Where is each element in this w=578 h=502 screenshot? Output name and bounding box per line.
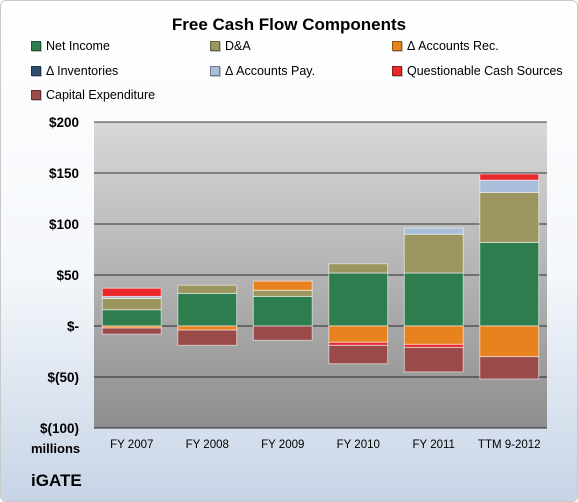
legend-label: Net Income <box>46 39 110 53</box>
legend-label: Δ Accounts Rec. <box>407 39 499 53</box>
bar-d-a-ttm-9-2012 <box>479 191 540 243</box>
y-tick-label: $(50) <box>47 370 79 385</box>
bar-net-income-fy-2011 <box>403 272 464 327</box>
y-tick-label: $(100) <box>40 421 79 436</box>
y-tick-label: $100 <box>49 217 79 232</box>
y-tick-label: $150 <box>49 166 79 181</box>
bar-net-income-fy-2009 <box>252 295 313 327</box>
x-tick-label: FY 2007 <box>110 439 153 451</box>
legend-label: Questionable Cash Sources <box>407 64 563 78</box>
x-tick-label: FY 2008 <box>186 439 229 451</box>
bar-net-income-fy-2010 <box>328 272 389 327</box>
bar-capital-expenditure-fy-2010 <box>328 344 389 365</box>
legend-label: Δ Accounts Pay. <box>225 64 316 78</box>
legend-label: Δ Inventories <box>46 64 119 78</box>
chart-title: Free Cash Flow Components <box>171 15 407 34</box>
legend-item-questionable-cash-sources: Questionable Cash Sources <box>392 64 563 78</box>
bar-d-a-fy-2008 <box>177 284 238 294</box>
bar-accounts-rec-ttm-9-2012 <box>479 325 540 358</box>
bar-accounts-rec-fy-2010 <box>328 325 389 343</box>
bar-accounts-rec-fy-2009 <box>252 280 313 291</box>
bar-d-a-fy-2009 <box>252 289 313 297</box>
legend-item-d-a: D&A <box>210 39 251 53</box>
bar-capital-expenditure-fy-2009 <box>252 325 313 341</box>
y-tick-label: $- <box>67 319 79 334</box>
bar-net-income-ttm-9-2012 <box>479 241 540 327</box>
units-label: millions <box>31 441 81 456</box>
bar-d-a-fy-2007 <box>101 297 162 311</box>
x-tick-label: TTM 9-2012 <box>478 439 541 451</box>
bar-net-income-fy-2008 <box>177 292 238 327</box>
legend-swatch <box>31 41 41 51</box>
legend-label: D&A <box>225 39 251 53</box>
bar-capital-expenditure-ttm-9-2012 <box>479 356 540 380</box>
bar-capital-expenditure-fy-2007 <box>101 327 162 335</box>
company-label: iGATE <box>31 471 82 490</box>
bar-accounts-pay-fy-2011 <box>403 227 464 235</box>
bar-capital-expenditure-fy-2011 <box>403 346 464 373</box>
legend-item-accounts-rec: Δ Accounts Rec. <box>392 39 499 53</box>
x-tick-label: FY 2010 <box>337 439 380 451</box>
bar-d-a-fy-2010 <box>328 263 389 274</box>
legend-swatch <box>31 66 41 76</box>
bar-capital-expenditure-fy-2008 <box>177 329 238 346</box>
legend-swatch <box>210 41 220 51</box>
legend-label: Capital Expenditure <box>46 88 156 102</box>
legend-swatch <box>392 66 402 76</box>
bar-accounts-rec-fy-2011 <box>403 325 464 345</box>
x-tick-label: FY 2011 <box>413 439 455 451</box>
y-tick-label: $50 <box>56 268 79 283</box>
bar-net-income-fy-2007 <box>101 309 162 327</box>
legend-swatch <box>31 90 41 100</box>
x-tick-label: FY 2009 <box>261 439 304 451</box>
bar-questionable-cash-sources-fy-2007 <box>101 287 162 297</box>
legend-swatch <box>210 66 220 76</box>
bar-questionable-cash-sources-ttm-9-2012 <box>479 173 540 181</box>
legend-item-inventories: Δ Inventories <box>31 64 118 78</box>
y-tick-label: $200 <box>49 115 79 130</box>
legend-item-accounts-pay: Δ Accounts Pay. <box>210 64 315 78</box>
legend-item-capital-expenditure: Capital Expenditure <box>31 88 155 102</box>
bar-accounts-pay-ttm-9-2012 <box>479 179 540 193</box>
legend-item-net-income: Net Income <box>31 39 110 53</box>
bar-accounts-rec-fy-2008 <box>177 325 238 331</box>
legend-swatch <box>392 41 402 51</box>
bar-d-a-fy-2011 <box>403 233 464 274</box>
